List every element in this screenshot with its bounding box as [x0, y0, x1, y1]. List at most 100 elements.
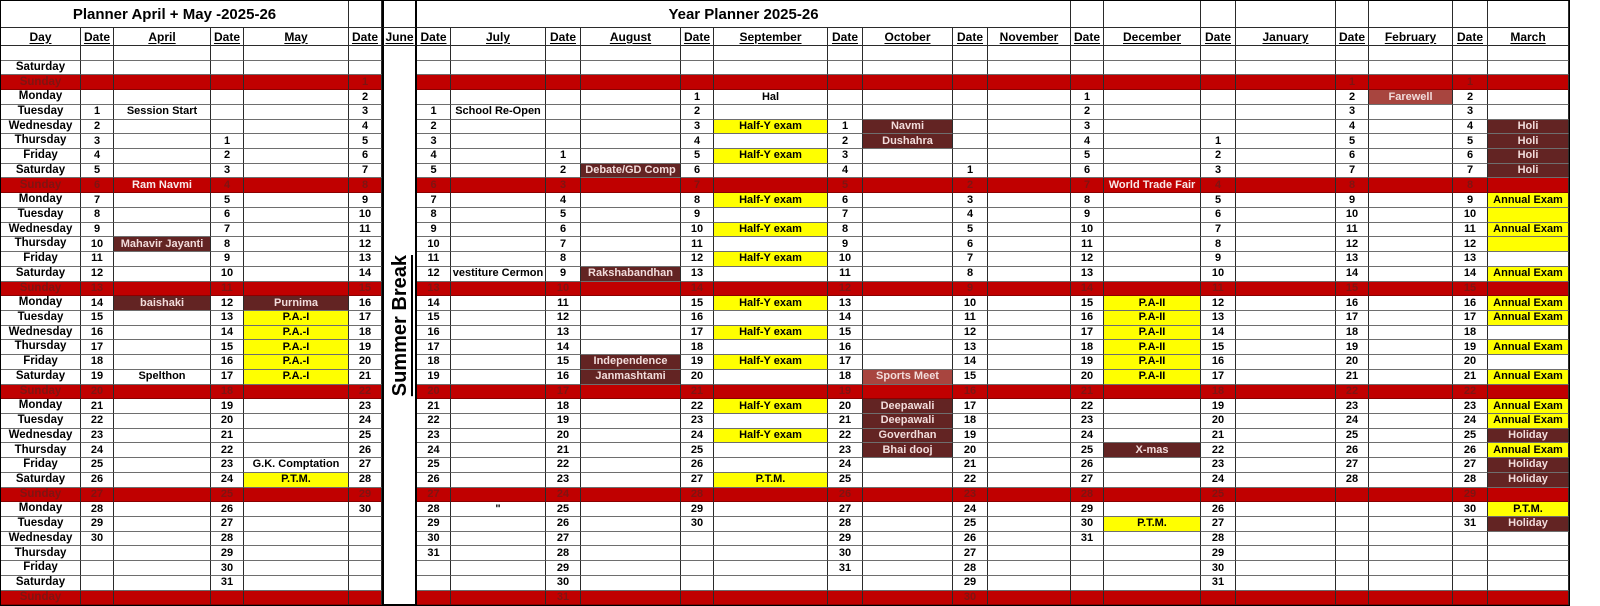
date-cell[interactable] — [1071, 561, 1104, 576]
date-cell[interactable]: 14 — [1453, 266, 1488, 282]
date-cell[interactable]: 16 — [1071, 310, 1104, 326]
event-cell-empty[interactable] — [863, 384, 953, 400]
event-cell-empty[interactable] — [581, 134, 681, 150]
date-cell[interactable]: 30 — [417, 531, 451, 547]
date-cell[interactable]: 14 — [211, 325, 244, 341]
event-cell[interactable]: Purnima — [244, 296, 349, 311]
event-cell-empty[interactable] — [581, 149, 681, 164]
event-cell-empty[interactable] — [1104, 75, 1201, 91]
date-cell[interactable]: 2 — [828, 134, 863, 150]
event-cell-empty[interactable] — [1104, 193, 1201, 208]
date-cell[interactable]: 26 — [211, 502, 244, 517]
event-cell-empty[interactable] — [1236, 487, 1336, 503]
event-cell-empty[interactable] — [1488, 590, 1569, 606]
col-header-date[interactable]: Date — [681, 28, 714, 46]
event-cell-empty[interactable] — [244, 163, 349, 179]
date-cell[interactable] — [1336, 575, 1369, 591]
event-cell[interactable]: Sports Meet — [863, 369, 953, 385]
date-cell[interactable]: 12 — [1201, 296, 1236, 311]
col-header-date[interactable]: Date — [349, 28, 382, 46]
left-title-cell[interactable]: Planner April + May -2025-26 — [1, 1, 349, 28]
date-cell[interactable]: 18 — [1453, 325, 1488, 341]
date-cell[interactable]: 10 — [81, 237, 114, 253]
event-cell-empty[interactable] — [1236, 134, 1336, 150]
date-cell[interactable]: 30 — [211, 561, 244, 576]
date-cell[interactable]: 12 — [1453, 237, 1488, 253]
date-cell[interactable]: 26 — [1071, 458, 1104, 473]
event-cell-empty[interactable] — [863, 590, 953, 606]
date-cell[interactable]: 21 — [681, 384, 714, 400]
date-cell[interactable]: 23 — [546, 472, 581, 488]
date-cell[interactable]: 5 — [1201, 193, 1236, 208]
event-cell-empty[interactable] — [114, 193, 211, 208]
event-cell-empty[interactable] — [714, 413, 828, 429]
date-cell[interactable]: 15 — [681, 296, 714, 311]
event-cell-empty[interactable] — [863, 355, 953, 370]
event-cell[interactable]: P.A-II — [1104, 310, 1201, 326]
date-cell[interactable]: 16 — [681, 310, 714, 326]
event-cell-empty[interactable] — [988, 46, 1071, 61]
event-cell-empty[interactable] — [581, 207, 681, 223]
event-cell-empty[interactable] — [244, 60, 349, 76]
event-cell-empty[interactable] — [714, 517, 828, 532]
event-cell-empty[interactable] — [988, 443, 1071, 459]
date-cell[interactable]: 19 — [953, 428, 988, 444]
event-cell[interactable]: P.A-II — [1104, 296, 1201, 311]
date-cell[interactable]: 16 — [1201, 355, 1236, 370]
date-cell[interactable]: 17 — [211, 369, 244, 385]
event-cell-empty[interactable] — [1369, 75, 1453, 91]
date-cell[interactable] — [828, 75, 863, 91]
event-cell-empty[interactable] — [988, 575, 1071, 591]
event-cell-empty[interactable] — [244, 428, 349, 444]
day-cell[interactable]: Tuesday — [1, 104, 81, 120]
event-cell-empty[interactable] — [1104, 458, 1201, 473]
date-cell[interactable]: 20 — [211, 413, 244, 429]
event-cell[interactable]: P.T.M. — [1488, 502, 1569, 517]
date-cell[interactable] — [1201, 75, 1236, 91]
date-cell[interactable]: 28 — [681, 487, 714, 503]
date-cell[interactable]: 31 — [828, 561, 863, 576]
event-cell-empty[interactable] — [1236, 384, 1336, 400]
date-cell[interactable]: 9 — [81, 222, 114, 238]
event-cell-empty[interactable] — [1236, 237, 1336, 253]
event-cell-empty[interactable] — [1369, 325, 1453, 341]
date-cell[interactable]: 7 — [1201, 222, 1236, 238]
event-cell-empty[interactable] — [451, 46, 546, 61]
date-cell[interactable]: 15 — [1453, 281, 1488, 297]
col-header-november[interactable]: November — [988, 28, 1071, 46]
event-cell-empty[interactable] — [863, 517, 953, 532]
event-cell[interactable]: Holi — [1488, 163, 1569, 179]
event-cell[interactable]: Session Start — [114, 104, 211, 120]
date-cell[interactable]: 5 — [681, 149, 714, 164]
date-cell[interactable]: 20 — [349, 355, 382, 370]
event-cell-empty[interactable] — [451, 590, 546, 606]
date-cell[interactable]: 29 — [1071, 502, 1104, 517]
event-cell-empty[interactable] — [244, 252, 349, 267]
event-cell[interactable]: X-mas — [1104, 443, 1201, 459]
event-cell-empty[interactable] — [1236, 575, 1336, 591]
event-cell-empty[interactable] — [863, 561, 953, 576]
event-cell-empty[interactable] — [988, 237, 1071, 253]
event-cell-empty[interactable] — [1104, 46, 1201, 61]
event-cell-empty[interactable] — [1369, 472, 1453, 488]
event-cell[interactable]: Half-Y exam — [714, 193, 828, 208]
date-cell[interactable]: 15 — [546, 355, 581, 370]
date-cell[interactable]: 16 — [953, 384, 988, 400]
event-cell-empty[interactable] — [1369, 443, 1453, 459]
date-cell[interactable]: 17 — [417, 340, 451, 356]
date-cell[interactable] — [1071, 60, 1104, 76]
event-cell[interactable]: Holi — [1488, 149, 1569, 164]
event-cell-empty[interactable] — [1488, 487, 1569, 503]
event-cell-empty[interactable] — [581, 310, 681, 326]
event-cell-empty[interactable] — [714, 266, 828, 282]
date-cell[interactable]: 21 — [417, 399, 451, 414]
event-cell-empty[interactable] — [1236, 104, 1336, 120]
date-cell[interactable]: 28 — [953, 561, 988, 576]
event-cell-empty[interactable] — [1488, 104, 1569, 120]
right-title-cell[interactable]: Year Planner 2025-26 — [417, 1, 1071, 28]
event-cell-empty[interactable] — [1236, 355, 1336, 370]
date-cell[interactable] — [681, 561, 714, 576]
event-cell[interactable]: Half-Y exam — [714, 222, 828, 238]
date-cell[interactable]: 19 — [349, 340, 382, 356]
event-cell-empty[interactable] — [114, 590, 211, 606]
